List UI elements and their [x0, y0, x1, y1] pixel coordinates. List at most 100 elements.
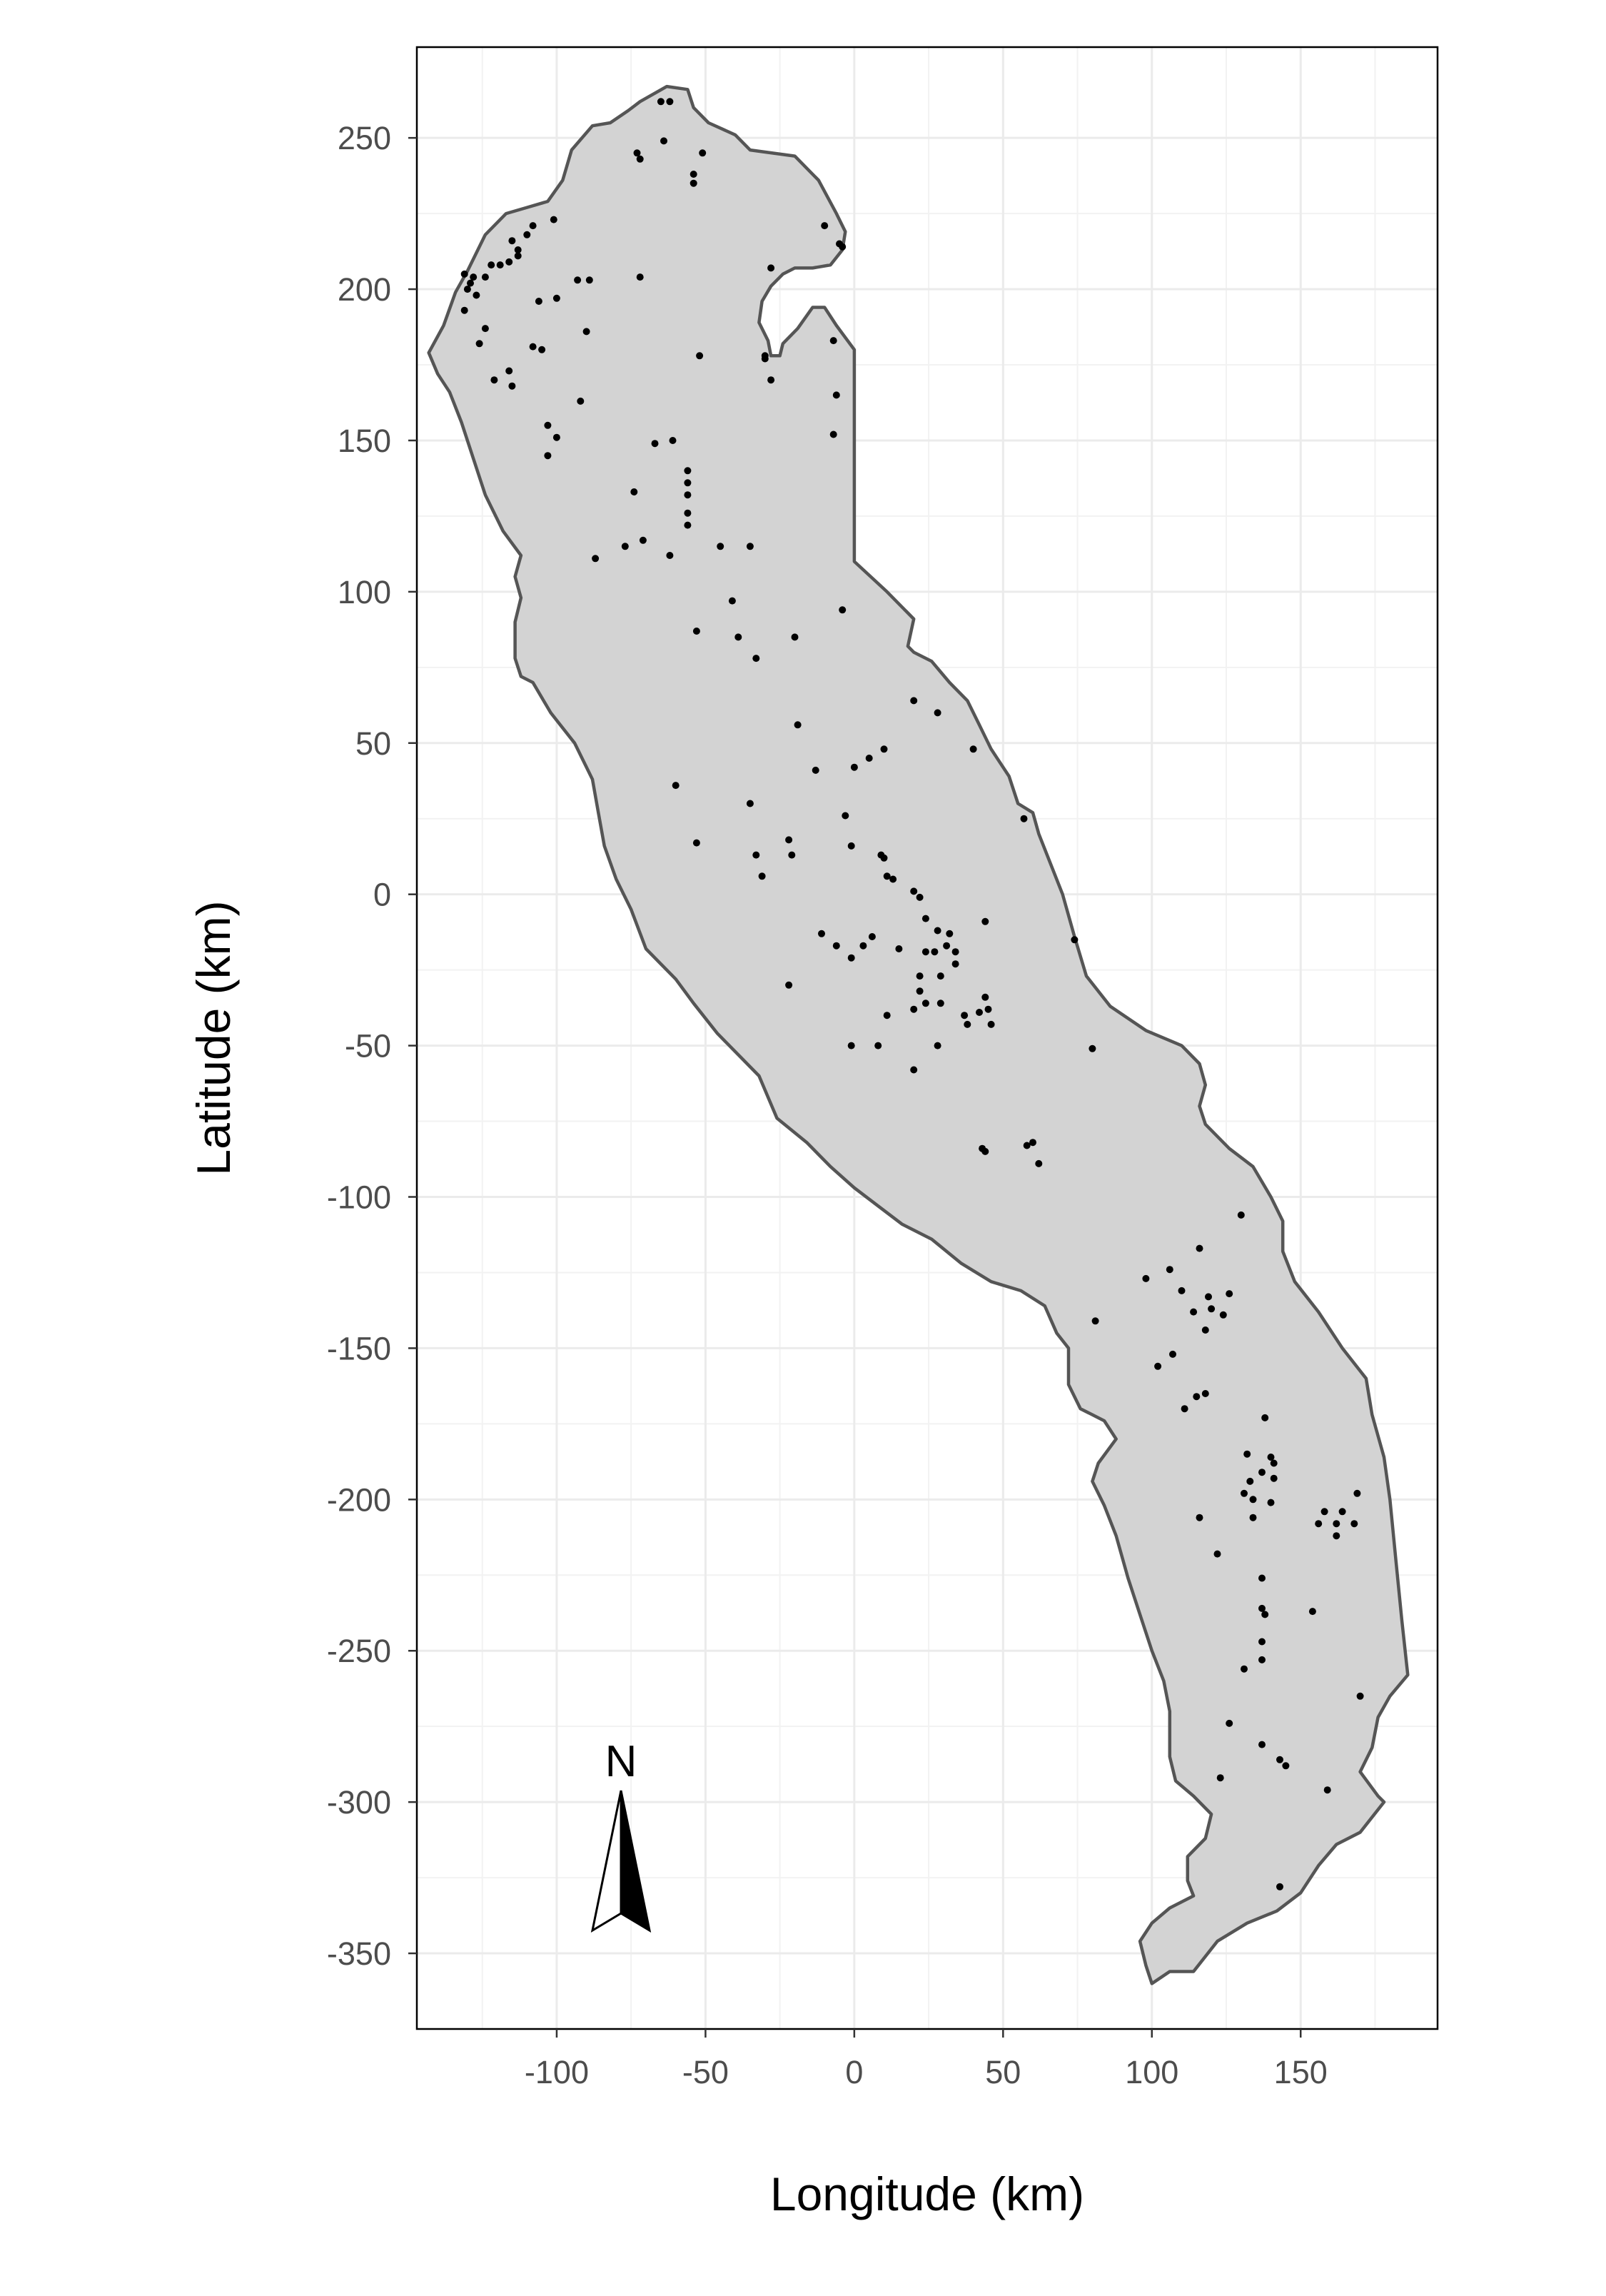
- survey-point: [684, 467, 692, 475]
- survey-point: [514, 252, 522, 260]
- survey-point: [1261, 1611, 1269, 1618]
- survey-point: [895, 945, 903, 952]
- survey-point: [839, 606, 847, 614]
- y-tick-label: 100: [338, 574, 391, 610]
- survey-point: [552, 294, 560, 302]
- survey-point: [1241, 1665, 1248, 1673]
- survey-point: [529, 222, 537, 230]
- survey-point: [981, 993, 989, 1001]
- survey-point: [651, 440, 659, 448]
- survey-point: [951, 960, 959, 968]
- survey-point: [1071, 936, 1079, 944]
- survey-point: [916, 972, 924, 980]
- survey-point: [865, 755, 873, 762]
- survey-point: [767, 376, 775, 384]
- survey-point: [1226, 1290, 1233, 1298]
- survey-point: [1201, 1390, 1209, 1397]
- survey-point: [505, 258, 513, 266]
- survey-point: [684, 479, 692, 487]
- y-tick-label: -250: [327, 1633, 391, 1669]
- survey-point: [728, 597, 736, 605]
- survey-point: [690, 171, 697, 178]
- survey-point: [931, 948, 939, 956]
- survey-point: [684, 491, 692, 499]
- survey-point: [1282, 1762, 1290, 1770]
- survey-point: [969, 745, 977, 753]
- survey-point: [633, 149, 641, 157]
- survey-point: [734, 633, 742, 641]
- survey-point: [788, 851, 796, 859]
- survey-point: [850, 763, 858, 771]
- survey-point: [577, 397, 585, 405]
- survey-point: [981, 917, 989, 925]
- survey-point: [758, 872, 766, 880]
- north-arrow-label: N: [605, 1737, 637, 1786]
- y-tick-label: -300: [327, 1784, 391, 1821]
- survey-point: [1216, 1774, 1224, 1782]
- survey-point: [544, 452, 552, 460]
- x-tick-label: 100: [1125, 2054, 1178, 2090]
- survey-point: [1029, 1139, 1036, 1147]
- survey-point: [1089, 1044, 1096, 1052]
- survey-point: [1226, 1719, 1233, 1727]
- x-tick-label: 150: [1274, 2054, 1328, 2090]
- survey-point: [921, 915, 929, 922]
- y-tick-label: 200: [338, 271, 391, 308]
- survey-point: [1258, 1574, 1266, 1582]
- survey-point: [1258, 1656, 1266, 1663]
- survey-point: [684, 509, 692, 517]
- survey-point: [696, 352, 704, 360]
- survey-point: [847, 842, 855, 850]
- y-tick-label: 0: [373, 877, 391, 913]
- survey-point: [976, 1009, 983, 1016]
- survey-point: [812, 766, 819, 774]
- survey-point: [1219, 1311, 1227, 1319]
- y-tick-label: -150: [327, 1330, 391, 1366]
- survey-point: [943, 942, 951, 950]
- y-tick-label: 150: [338, 423, 391, 459]
- y-tick-label: -50: [345, 1028, 391, 1064]
- survey-point: [746, 543, 754, 550]
- survey-point: [699, 149, 707, 157]
- survey-point: [684, 521, 692, 529]
- survey-point: [508, 237, 516, 245]
- survey-point: [1243, 1450, 1251, 1458]
- survey-point: [946, 930, 954, 937]
- survey-point: [1181, 1405, 1188, 1413]
- survey-point: [535, 298, 542, 305]
- survey-point: [585, 276, 593, 284]
- survey-point: [467, 279, 474, 287]
- survey-point: [847, 1042, 855, 1049]
- survey-point: [505, 367, 513, 375]
- survey-point: [1154, 1362, 1162, 1370]
- survey-point: [1267, 1499, 1275, 1506]
- survey-point: [488, 261, 495, 269]
- survey-point: [1213, 1550, 1221, 1558]
- study-region-outline: [427, 84, 1410, 1985]
- survey-point: [475, 340, 483, 348]
- survey-point: [1196, 1244, 1203, 1252]
- survey-point: [821, 222, 829, 230]
- survey-point: [550, 216, 557, 223]
- survey-point: [1196, 1514, 1203, 1521]
- survey-point: [1308, 1608, 1316, 1616]
- survey-point: [1270, 1459, 1278, 1467]
- survey-point: [883, 872, 891, 880]
- survey-point: [791, 633, 799, 641]
- survey-point: [752, 655, 760, 663]
- survey-point: [1190, 1308, 1198, 1316]
- survey-point: [934, 927, 941, 935]
- survey-point: [1241, 1489, 1248, 1497]
- survey-point: [839, 243, 847, 251]
- survey-point: [1276, 1756, 1283, 1763]
- survey-point: [1249, 1496, 1257, 1504]
- survey-point: [496, 261, 504, 269]
- north-arrow: N: [590, 1737, 652, 1933]
- survey-point: [1356, 1692, 1364, 1700]
- survey-point: [1315, 1520, 1323, 1528]
- y-tick-label: 50: [355, 725, 391, 762]
- survey-point: [514, 246, 522, 253]
- survey-point: [529, 343, 537, 351]
- survey-point: [889, 875, 897, 883]
